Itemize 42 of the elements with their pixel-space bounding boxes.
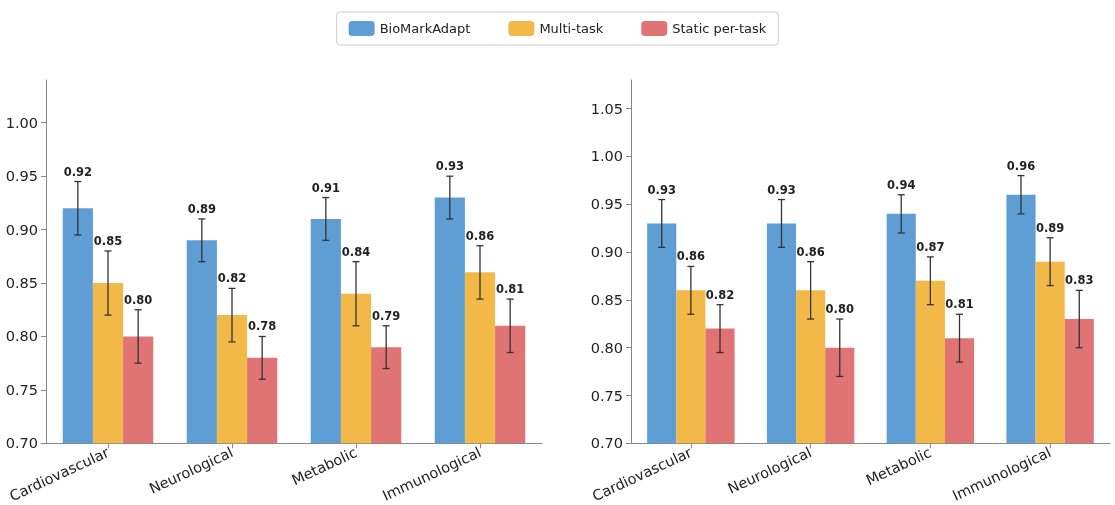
- data-label: 0.86: [465, 228, 495, 243]
- y-tick-label: 0.95: [590, 196, 623, 213]
- y-tick-label: 0.95: [5, 168, 38, 185]
- data-label: 0.79: [371, 308, 401, 323]
- data-label: 0.89: [187, 201, 217, 216]
- data-label: 0.80: [123, 292, 153, 307]
- data-label: 0.93: [435, 159, 465, 174]
- y-tick-label: 0.70: [590, 435, 623, 452]
- data-label: 0.80: [825, 302, 854, 317]
- data-label: 0.89: [1035, 220, 1065, 235]
- data-label: 0.86: [676, 249, 706, 264]
- legend-label: Multi-task: [539, 21, 604, 36]
- data-label: 0.96: [1006, 158, 1036, 173]
- legend-label: Static per-task: [672, 21, 767, 36]
- data-label: 0.93: [767, 182, 796, 197]
- data-label: 0.91: [311, 180, 341, 195]
- data-label: 0.87: [916, 239, 945, 254]
- y-tick-label: 0.75: [5, 381, 38, 398]
- y-tick-label: 0.75: [590, 387, 623, 404]
- data-label: 0.86: [796, 244, 825, 259]
- data-label: 0.82: [217, 271, 247, 286]
- y-tick-label: 1.05: [590, 100, 623, 117]
- y-tick-label: 0.70: [5, 435, 38, 452]
- data-label: 0.85: [93, 233, 123, 248]
- data-label: 0.78: [247, 319, 277, 334]
- data-label: 0.83: [1065, 273, 1094, 288]
- y-tick-label: 0.90: [5, 221, 38, 238]
- data-label: 0.94: [887, 177, 916, 192]
- y-tick-label: 0.80: [5, 328, 38, 345]
- y-tick-label: 0.80: [590, 339, 623, 356]
- y-tick-label: 0.85: [590, 291, 623, 308]
- data-label: 0.92: [63, 164, 93, 179]
- y-tick-label: 1.00: [5, 114, 38, 131]
- y-tick-label: 0.85: [5, 275, 38, 292]
- data-label: 0.82: [705, 287, 735, 302]
- legend-label: BioMarkAdapt: [379, 21, 471, 36]
- data-label: 0.93: [647, 182, 676, 197]
- data-label: 0.81: [495, 282, 525, 297]
- data-label: 0.81: [945, 297, 974, 312]
- y-tick-label: 1.00: [590, 148, 623, 165]
- data-label: 0.84: [341, 244, 371, 259]
- y-tick-label: 0.90: [590, 244, 623, 261]
